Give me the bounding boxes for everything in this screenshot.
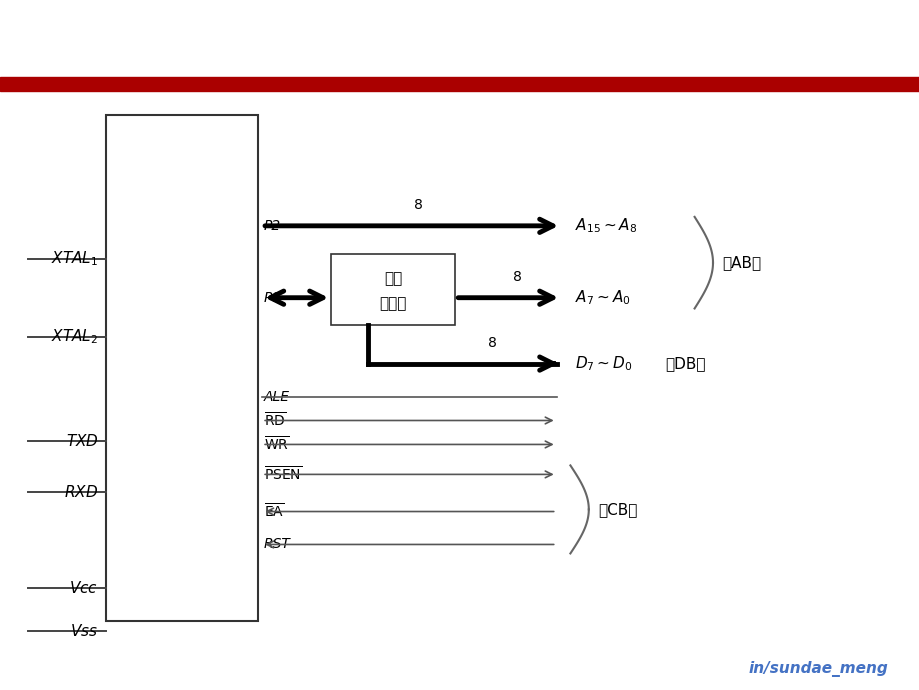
Text: $\overline{\mathrm{EA}}$: $\overline{\mathrm{EA}}$ <box>264 502 284 521</box>
Text: 8: 8 <box>414 198 423 212</box>
Text: P0: P0 <box>264 290 281 305</box>
Text: $XTAL_{1}$: $XTAL_{1}$ <box>51 249 98 268</box>
Text: $A_{15}{\sim}A_8$: $A_{15}{\sim}A_8$ <box>574 217 637 235</box>
Text: （DB）: （DB） <box>664 356 705 371</box>
Text: ALE: ALE <box>264 390 289 404</box>
Text: $TXD$: $TXD$ <box>65 433 98 449</box>
Bar <box>0 77 919 91</box>
Text: 锁存器: 锁存器 <box>380 296 406 311</box>
Text: $A_7{\sim}A_0$: $A_7{\sim}A_0$ <box>574 288 630 307</box>
Text: $Vss$: $Vss$ <box>71 623 98 640</box>
Text: RST: RST <box>264 538 290 551</box>
Text: 8: 8 <box>487 336 496 350</box>
Text: $\overline{\mathrm{WR}}$: $\overline{\mathrm{WR}}$ <box>264 435 289 453</box>
Text: （CB）: （CB） <box>597 502 637 517</box>
Text: 8: 8 <box>513 270 521 284</box>
Text: $XTAL_{2}$: $XTAL_{2}$ <box>51 327 98 346</box>
Text: $\overline{\mathrm{RD}}$: $\overline{\mathrm{RD}}$ <box>264 411 286 430</box>
Text: $Vcc$: $Vcc$ <box>69 580 98 596</box>
Bar <box>331 254 455 325</box>
Text: （AB）: （AB） <box>721 255 761 270</box>
Text: $RXD$: $RXD$ <box>64 484 98 500</box>
Text: $\overline{\mathrm{PSEN}}$: $\overline{\mathrm{PSEN}}$ <box>264 465 302 484</box>
Bar <box>106 115 257 621</box>
Text: 地址: 地址 <box>384 271 402 286</box>
Text: 总  线  结  构: 总 线 结 构 <box>372 17 547 55</box>
Text: P2: P2 <box>264 219 281 233</box>
Text: in/sundae_meng: in/sundae_meng <box>747 661 887 677</box>
Text: $D_7{\sim}D_0$: $D_7{\sim}D_0$ <box>574 354 632 373</box>
